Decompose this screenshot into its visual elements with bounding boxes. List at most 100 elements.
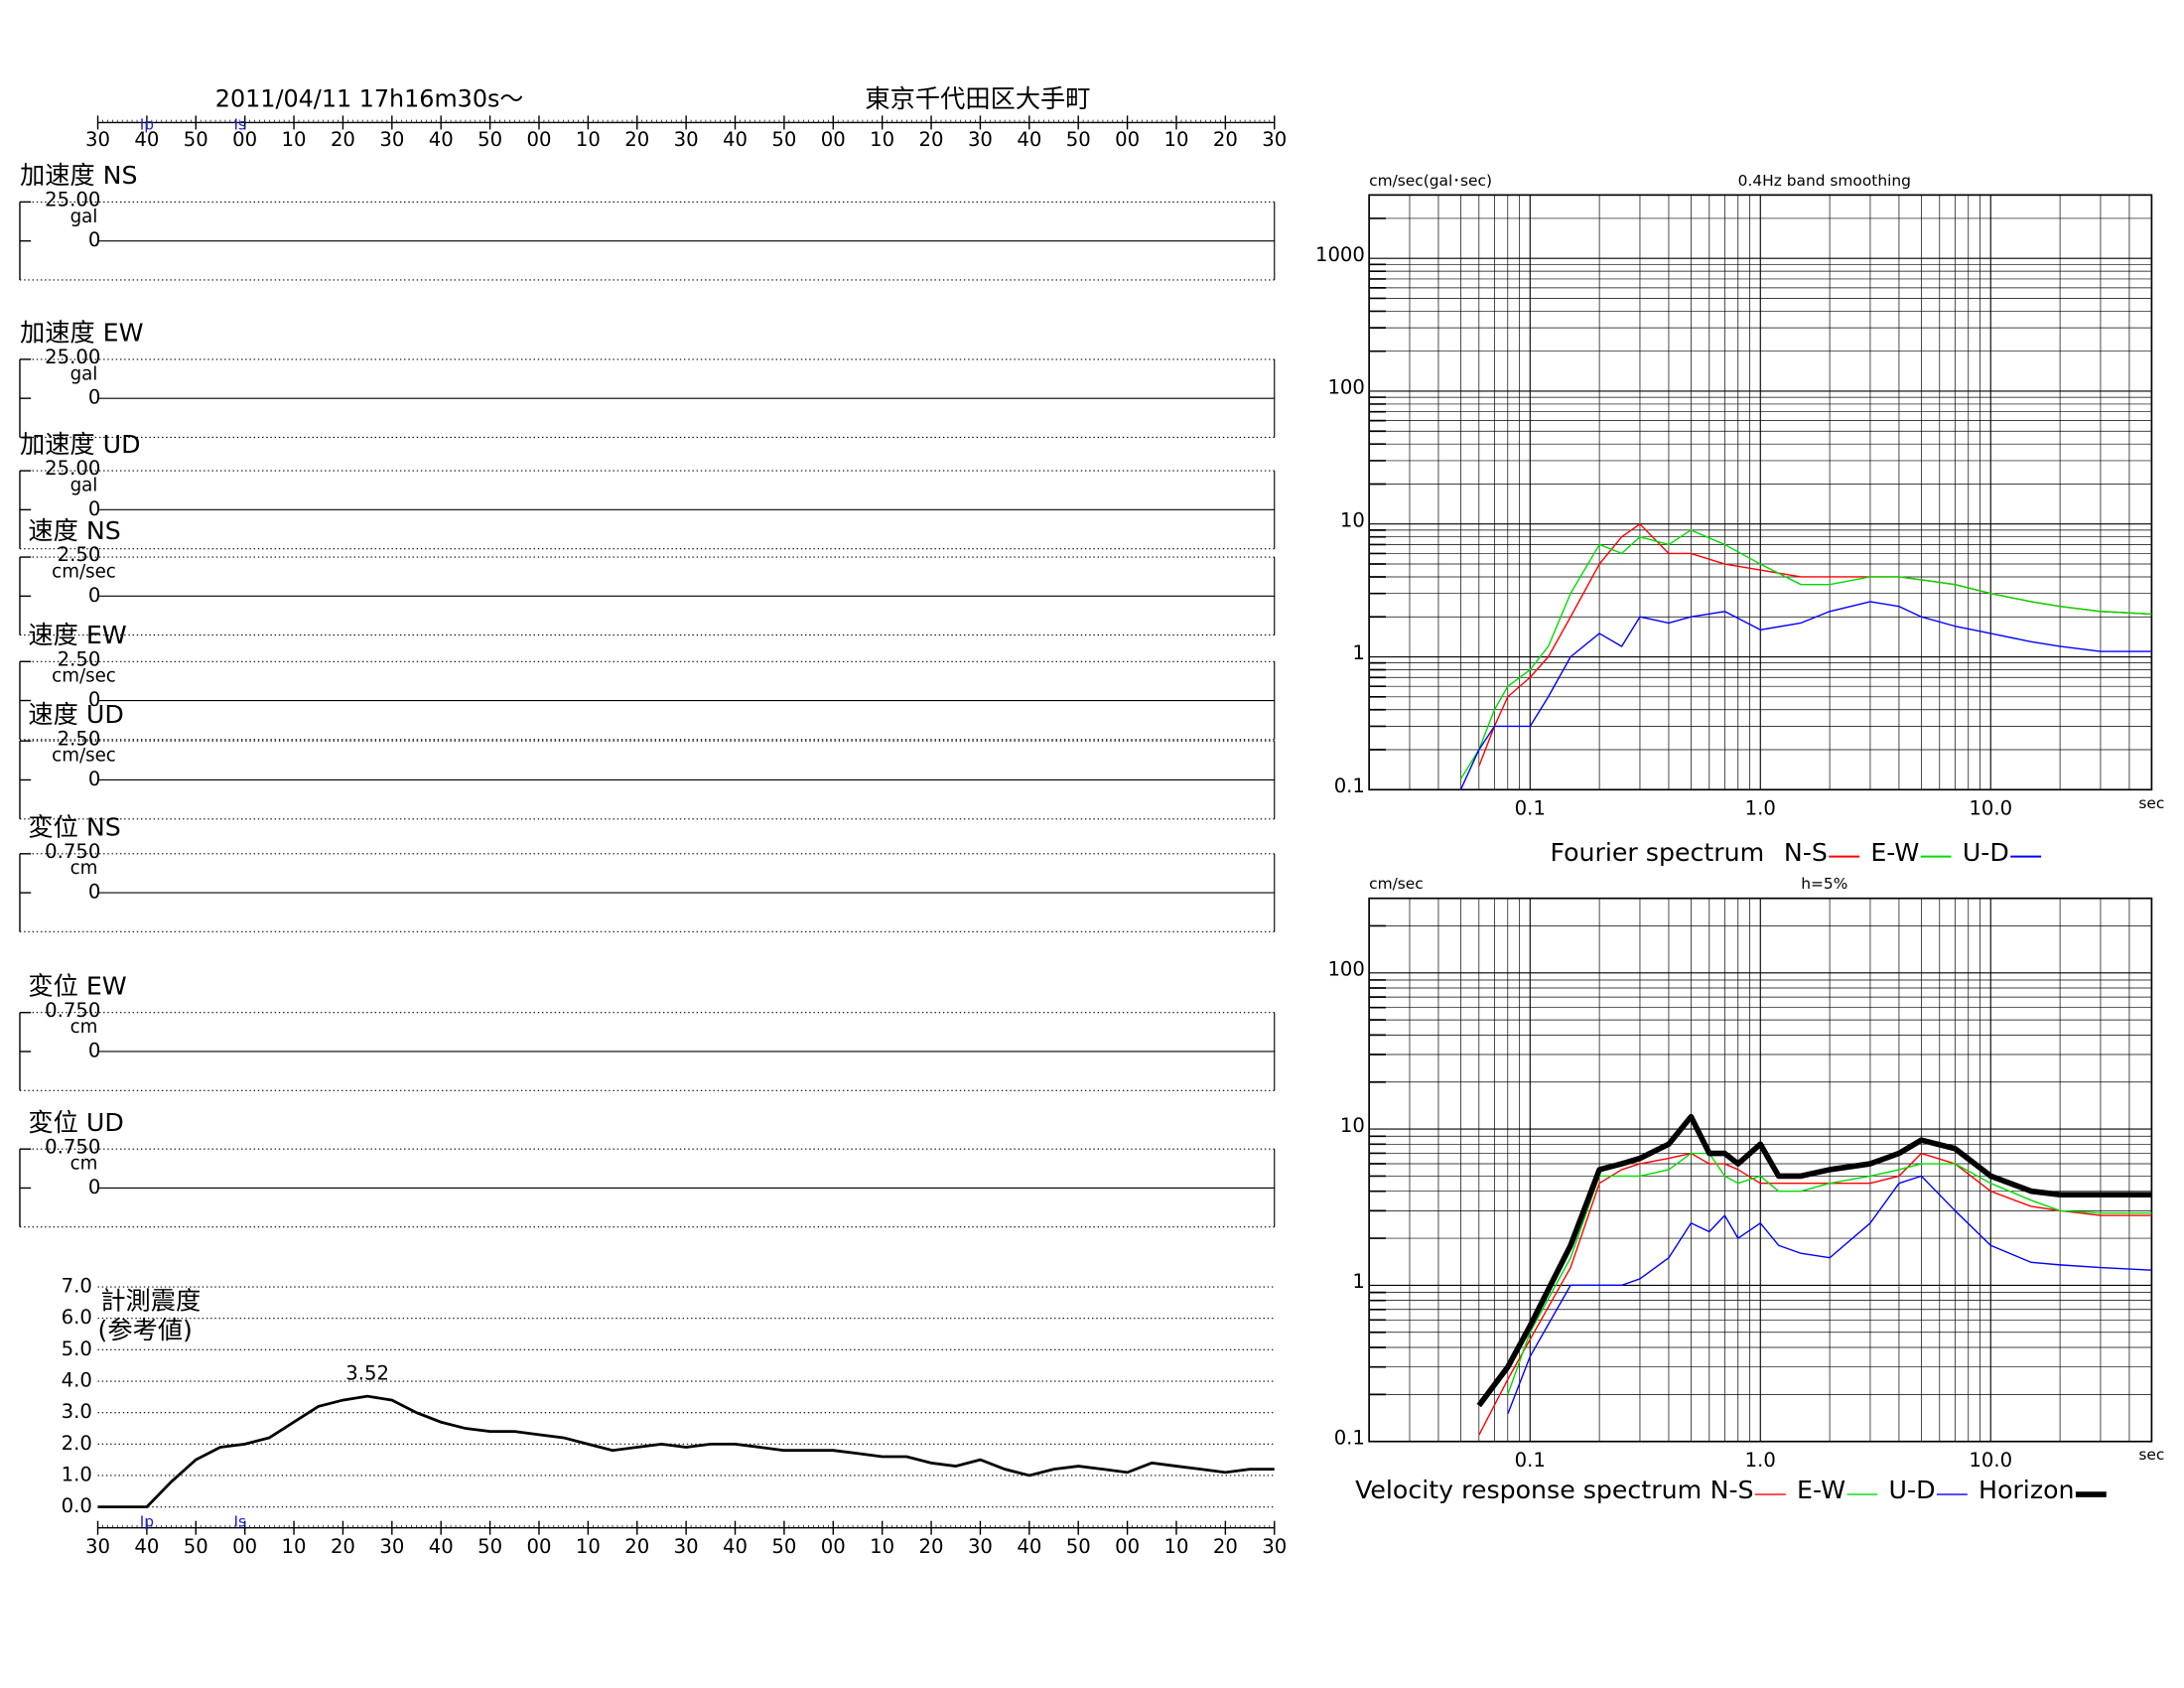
- unit-label: cm/sec: [52, 561, 116, 582]
- legend-label: U-D: [1963, 838, 2009, 867]
- legend-label: Horizon: [1979, 1476, 2074, 1504]
- y-tick-label: 3.0: [62, 1400, 92, 1423]
- legend-label: U-D: [1889, 1476, 1936, 1504]
- x-tick-label: 00: [526, 1535, 551, 1558]
- y-tick-label: 5.0: [62, 1337, 92, 1360]
- unit-label: gal: [70, 363, 98, 384]
- intensity-line: [97, 1394, 1275, 1509]
- trace-name: 速度 EW: [28, 621, 126, 649]
- legend-label: E-W: [1797, 1476, 1845, 1504]
- y-tick-label: 0: [88, 1176, 101, 1198]
- y-tick-label: 25.00: [45, 346, 100, 368]
- x-tick-label: 30: [1262, 1535, 1287, 1558]
- x-tick-label: 20: [624, 1535, 649, 1558]
- phase-marker: Is: [233, 116, 246, 134]
- trace-name: 加速度 EW: [20, 319, 144, 348]
- x-tick-label: 10: [870, 1535, 894, 1558]
- y-tick-label: 0.750: [45, 840, 100, 863]
- legend-label: E-W: [1870, 838, 1919, 867]
- x-tick-label: 00: [232, 1535, 257, 1558]
- legend-title: Fourier spectrum: [1550, 838, 1764, 867]
- x-tick-label: 50: [478, 1535, 502, 1558]
- x-tick-label: 20: [331, 128, 355, 151]
- series-line: [1478, 1152, 2152, 1436]
- series-line: [1507, 1175, 2152, 1415]
- y-tick-label: 0.750: [45, 999, 100, 1022]
- x-tick-label: 10.0: [1969, 1449, 2012, 1472]
- chart-title: 0.4Hz band smoothing: [1738, 172, 1911, 190]
- unit-label: cm/sec: [52, 666, 116, 687]
- trace-name: 変位 UD: [28, 1108, 123, 1137]
- x-tick-label: 30: [85, 1535, 110, 1558]
- y-tick-label: 1000: [1315, 243, 1365, 266]
- y-tick-label: 0: [88, 497, 101, 520]
- x-tick-label: 10: [282, 128, 307, 151]
- y-tick-label: 0: [88, 881, 101, 904]
- trace-name: 速度 UD: [28, 700, 123, 729]
- trace-name: 変位 EW: [28, 971, 126, 1000]
- phase-marker: Is: [233, 1513, 246, 1531]
- y-axis-label: cm/sec(gal･sec): [1369, 172, 1492, 190]
- unit-label: gal: [70, 207, 98, 227]
- x-tick-label: 50: [184, 128, 208, 151]
- x-tick-label: 20: [331, 1535, 355, 1558]
- x-tick-label: 00: [1115, 128, 1140, 151]
- y-axis-label: cm/sec: [1369, 875, 1424, 893]
- x-tick-label: 00: [1115, 1535, 1140, 1558]
- unit-label: gal: [70, 476, 98, 496]
- x-tick-label: 40: [429, 1535, 454, 1558]
- x-axis-label: sec: [2138, 1446, 2164, 1464]
- x-axis-label: sec: [2138, 794, 2164, 812]
- series-line: [1507, 1152, 2152, 1395]
- chart-title: h=5%: [1801, 875, 1847, 893]
- y-tick-label: 0: [88, 386, 101, 409]
- y-tick-label: 2.50: [58, 647, 101, 670]
- x-tick-label: 20: [1213, 1535, 1238, 1558]
- x-tick-label: 30: [674, 1535, 699, 1558]
- x-tick-label: 40: [134, 128, 159, 151]
- x-tick-label: 50: [1066, 1535, 1091, 1558]
- x-tick-label: 10: [870, 128, 894, 151]
- x-tick-label: 50: [771, 1535, 796, 1558]
- legend-label: N-S: [1784, 838, 1828, 867]
- x-tick-label: 50: [1066, 128, 1091, 151]
- x-tick-label: 10: [1163, 1535, 1188, 1558]
- series-line: [1459, 601, 2152, 790]
- y-tick-label: 0.0: [62, 1494, 92, 1517]
- legend-label: N-S: [1710, 1476, 1754, 1504]
- unit-label: cm: [70, 1154, 98, 1175]
- x-tick-label: 10: [576, 1535, 601, 1558]
- y-tick-label: 100: [1327, 957, 1364, 980]
- y-tick-label: 25.00: [45, 457, 100, 480]
- x-tick-label: 10: [576, 128, 601, 151]
- unit-label: cm/sec: [52, 746, 116, 767]
- y-tick-label: 2.50: [58, 543, 101, 566]
- y-tick-label: 0: [88, 228, 101, 251]
- x-tick-label: 40: [429, 128, 454, 151]
- y-tick-label: 0: [88, 1039, 101, 1061]
- x-tick-label: 20: [1213, 128, 1238, 151]
- x-tick-label: 30: [379, 128, 404, 151]
- x-tick-label: 0.1: [1515, 1449, 1546, 1472]
- trace-name: 速度 NS: [28, 516, 120, 545]
- y-tick-label: 0.1: [1334, 774, 1365, 797]
- x-tick-label: 50: [184, 1535, 208, 1558]
- y-tick-label: 100: [1327, 376, 1364, 399]
- y-tick-label: 0.750: [45, 1135, 100, 1158]
- y-tick-label: 1.0: [62, 1463, 92, 1485]
- x-tick-label: 40: [723, 1535, 748, 1558]
- x-tick-label: 30: [1262, 128, 1287, 151]
- y-tick-label: 2.50: [58, 727, 101, 750]
- y-tick-label: 10: [1340, 508, 1365, 531]
- x-tick-label: 30: [85, 128, 110, 151]
- y-tick-label: 25.00: [45, 188, 100, 211]
- x-tick-label: 00: [526, 128, 551, 151]
- x-tick-label: 00: [232, 128, 257, 151]
- y-tick-label: 0: [88, 768, 101, 790]
- x-tick-label: 1.0: [1745, 796, 1776, 819]
- x-tick-label: 40: [723, 128, 748, 151]
- x-tick-label: 30: [968, 1535, 993, 1558]
- x-tick-label: 10: [282, 1535, 307, 1558]
